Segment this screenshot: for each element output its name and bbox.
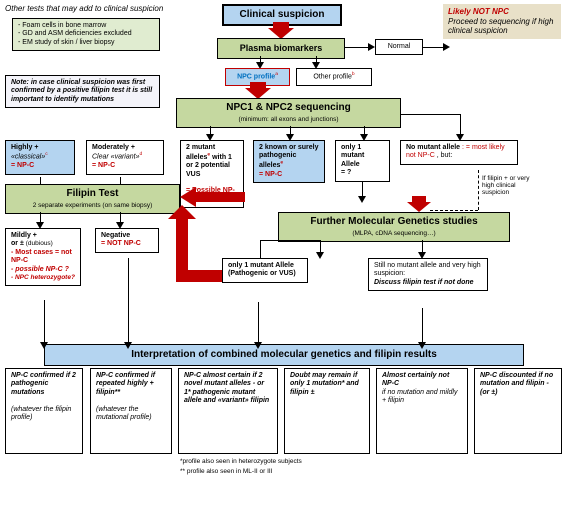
likely-not-npc-box: Likely NOT NPC Proceed to sequencing if … <box>443 4 561 39</box>
r5b: if no mutation and mildly + filipin <box>382 389 457 404</box>
likely-not-npc-text: Likely NOT NPC <box>448 7 509 16</box>
result-3: NP-C almost certain if 2 novel mutant al… <box>178 368 278 454</box>
arr-likely <box>443 43 450 51</box>
r6a: NP-C discounted if no mutation and filip… <box>480 372 553 396</box>
arr-normal <box>368 43 375 51</box>
result-6: NP-C discounted if no mutation and filip… <box>474 368 562 454</box>
result-4: Doubt may remain if only 1 mutation* and… <box>284 368 370 454</box>
adi4 <box>418 342 426 349</box>
other-tests-box: - Foam cells in bone marrow - GD and ASM… <box>12 18 160 51</box>
line-normal-likely <box>423 47 445 48</box>
two-known: 2 known or surely pathogenic allelese = … <box>253 140 325 183</box>
tk-npc: = NP-C <box>259 171 282 178</box>
other-profile-text: Other profile <box>313 73 352 80</box>
proceed-text: Proceed to sequencing if high clinical s… <box>448 17 553 36</box>
still-no-box: Still no mutant allele and very high sus… <box>368 258 488 291</box>
discuss-text: Discuss filipin test if not done <box>374 279 474 286</box>
further-title: Further Molecular Genetics studies <box>310 216 477 227</box>
if-filipin-note: If filipin + or very high clinical suspi… <box>482 175 542 196</box>
footnote-1: *profile also seen in heterozygote subje… <box>180 458 302 465</box>
moderately-box: Moderately + Clear «variant»d = NP-C <box>86 140 164 175</box>
further-sub: (MLPA, cDNA sequencing…) <box>352 230 435 237</box>
orpm-text: or ± <box>11 240 24 247</box>
r3a: NP-C almost certain if 2 novel mutant al… <box>184 372 269 404</box>
neg-text: Negative <box>101 232 130 239</box>
sequencing-box: NPC1 & NPC2 sequencing (minimum: all exo… <box>176 98 401 128</box>
plasma-biomarkers: Plasma biomarkers <box>217 38 345 59</box>
big-arr-left <box>180 187 196 207</box>
adi2 <box>124 342 132 349</box>
mc-text: - Most cases = not NP-C <box>11 249 72 264</box>
r4a: Doubt may remain if only 1 mutation* and… <box>290 372 359 396</box>
ls4 <box>460 114 461 136</box>
interp-header: Interpretation of combined molecular gen… <box>44 344 524 366</box>
highly-box: Highly + «classical»c = NP-C <box>5 140 75 175</box>
adi1 <box>40 342 48 349</box>
ao1 <box>358 196 366 203</box>
eq-q: = ? <box>341 169 351 176</box>
highly-text: Highly + <box>11 144 38 151</box>
classical-text: «classical» <box>11 154 45 161</box>
r5a: Almost certainly not NP-C <box>382 372 449 387</box>
stillno-text: Still no mutant allele and very high sus… <box>374 262 481 277</box>
only-1: only 1 mutant Allele = ? <box>335 140 390 182</box>
pn-text: - possible NP-C ? <box>11 266 69 273</box>
r2b: (whatever the mutational profile) <box>96 406 152 421</box>
result-2: NP-C confirmed if repeated highly + fili… <box>90 368 172 454</box>
if-filipin-text: If filipin + or very high clinical suspi… <box>482 175 530 196</box>
r1b: (whatever the filipin profile) <box>11 406 71 421</box>
tk-text: 2 known or surely pathogenic alleles <box>259 144 319 169</box>
af1 <box>316 252 324 259</box>
big-arr2-head <box>168 205 196 219</box>
nm-text: No mutant allele <box>406 144 460 151</box>
only1-text: only 1 mutant Allele <box>341 144 364 168</box>
seq-sub: (minimum: all exons and junctions) <box>238 116 338 123</box>
filipin-title: Filipin Test <box>66 188 118 199</box>
lf1v <box>260 240 261 258</box>
normal-box: Normal <box>375 39 423 55</box>
only1-path-box: only 1 mutant Allele (Pathogenic or VUS) <box>222 258 308 283</box>
result-1: NP-C confirmed if 2 pathogenic mutations… <box>5 368 83 454</box>
line-pb-normal <box>345 47 370 48</box>
ai4 <box>422 308 423 344</box>
npc-profile-text: NPC profile <box>237 73 275 80</box>
red-arrow-3 <box>407 202 431 212</box>
seq-title: NPC1 & NPC2 sequencing <box>226 102 350 113</box>
dashed-line-h <box>430 210 478 211</box>
ai1 <box>44 300 45 344</box>
highly-npc: = NP-C <box>11 162 34 169</box>
note-box: Note: in case clinical suspicion was fir… <box>5 75 160 108</box>
filipin-sub: 2 separate experiments (on same biopsy) <box>33 202 153 209</box>
other-profile: Other profileb <box>296 68 372 86</box>
only1path-text: only 1 mutant Allele (Pathogenic or VUS) <box>228 262 296 277</box>
but-text: , but: <box>437 152 453 159</box>
lf1h <box>260 240 320 241</box>
ai2 <box>128 258 129 344</box>
mildly-text: Mildly + <box>11 232 37 239</box>
dashed-line <box>478 170 479 210</box>
result-5: Almost certainly not NP-C if no mutation… <box>376 368 468 454</box>
filipin-test-box: Filipin Test 2 separate experiments (on … <box>5 184 180 214</box>
negative-box: Negative = NOT NP-C <box>95 228 159 253</box>
no-mutant: No mutant allele : = most likely not NP-… <box>400 140 518 165</box>
r1a: NP-C confirmed if 2 pathogenic mutations <box>11 372 76 396</box>
mod-npc: = NP-C <box>92 162 115 169</box>
cv-text: Clear «variant» <box>92 154 139 161</box>
adi3 <box>254 342 262 349</box>
big-arr2-v <box>176 212 188 282</box>
het-text: - NPC heterozygote? <box>11 274 75 281</box>
other-tests-title: Other tests that may add to clinical sus… <box>5 4 163 13</box>
footnote-2: ** profile also seen in ML-II or III <box>180 468 273 475</box>
mod-text: Moderately + <box>92 144 135 151</box>
notnpc-text: = NOT NP-C <box>101 240 141 247</box>
dubious-text: (dubious) <box>26 240 53 247</box>
further-box: Further Molecular Genetics studies (MLPA… <box>278 212 510 242</box>
note-text: Note: in case clinical suspicion was fir… <box>11 79 152 103</box>
ls4h <box>400 114 460 115</box>
ai3 <box>258 302 259 344</box>
r2a: NP-C confirmed if repeated highly + fili… <box>96 372 155 396</box>
mildly-box: Mildly + or ± (dubious) - Most cases = n… <box>5 228 81 286</box>
big-arr-stem-left <box>195 192 245 202</box>
